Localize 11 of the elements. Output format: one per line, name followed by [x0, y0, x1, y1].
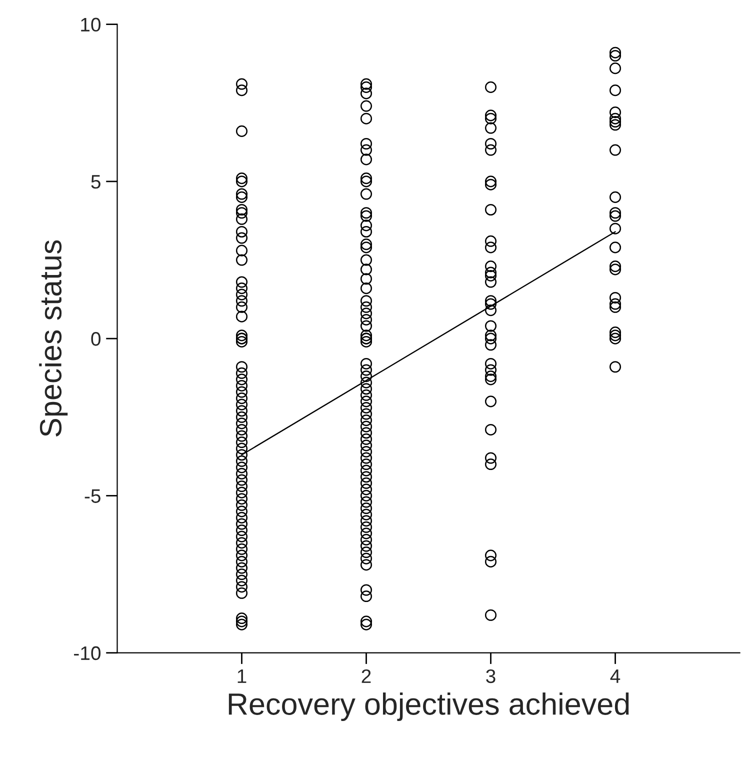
x-tick-label: 1: [238, 670, 246, 683]
y-axis-title: Species status: [39, 240, 68, 437]
y-tick-label: -5: [84, 489, 100, 503]
y-tick-label: 5: [91, 175, 100, 189]
x-axis-title: Recovery objectives achieved: [228, 692, 629, 721]
y-tick-label: 10: [81, 18, 101, 32]
x-tick-label: 2: [362, 669, 371, 683]
x-tick-label: 3: [486, 669, 496, 684]
y-tick-label: 0: [91, 332, 101, 346]
y-tick-label: -10: [74, 646, 101, 660]
x-tick-label: 4: [610, 670, 620, 683]
